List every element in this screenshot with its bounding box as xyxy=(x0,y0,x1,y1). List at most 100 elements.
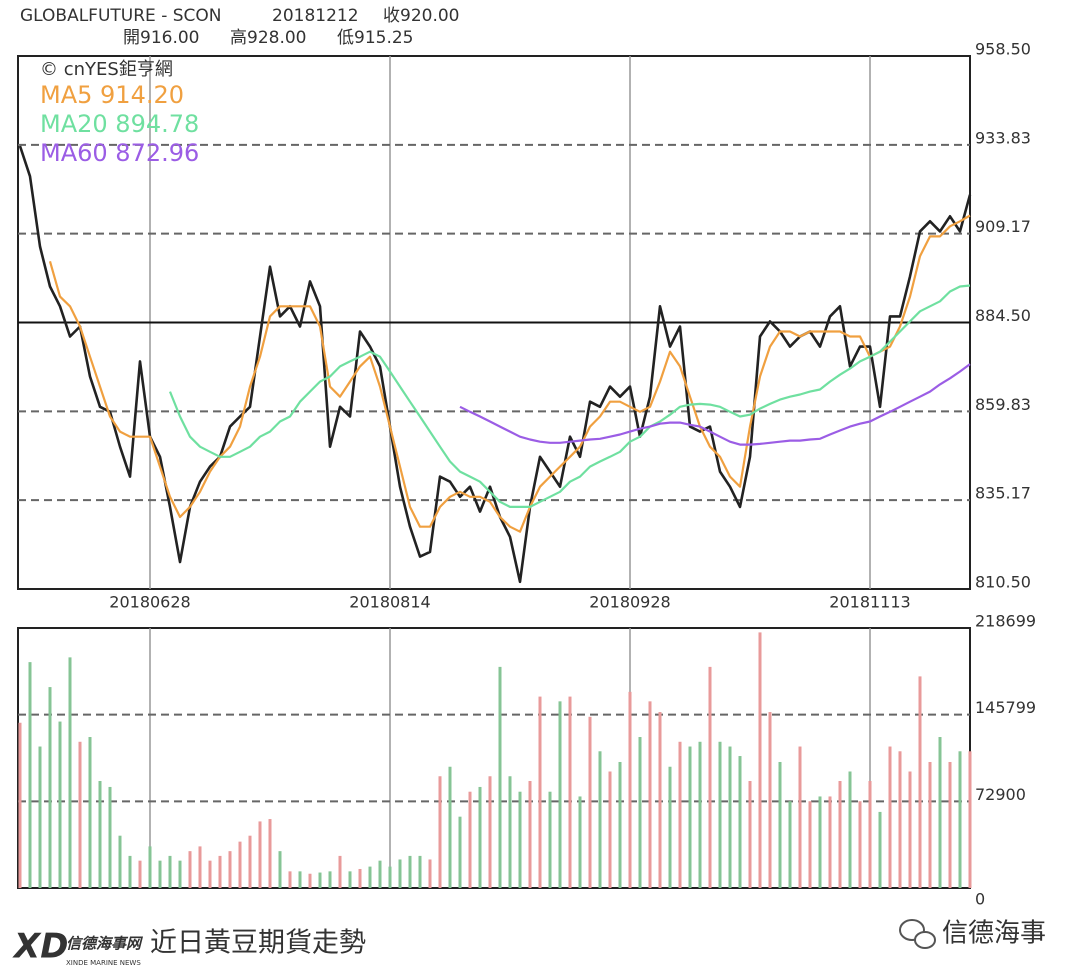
volume-bar xyxy=(278,851,282,888)
y-tick-label: 810.50 xyxy=(975,573,1031,592)
volume-bar xyxy=(348,871,352,888)
logo-mark: XD xyxy=(12,927,68,967)
volume-bar xyxy=(708,666,712,888)
volume-bar xyxy=(758,632,762,888)
y-tick-label: 0 xyxy=(975,890,985,909)
volume-bar xyxy=(748,781,752,888)
volume-bar xyxy=(38,746,42,888)
volume-bar xyxy=(848,771,852,888)
volume-bar xyxy=(198,846,202,888)
volume-bar xyxy=(878,811,882,888)
volume-bar xyxy=(688,746,692,888)
volume-bar xyxy=(288,871,292,888)
volume-bar xyxy=(238,841,242,888)
ma-line xyxy=(168,284,971,508)
volume-bar xyxy=(408,855,412,888)
logo-text: 信德海事网 xyxy=(66,935,144,953)
volume-bar xyxy=(918,676,922,888)
volume-bar xyxy=(388,866,392,888)
volume-bar xyxy=(68,657,72,888)
volume-bar xyxy=(608,771,612,888)
legend-entry: MA5 914.20 xyxy=(40,81,184,109)
y-tick-label: 72900 xyxy=(975,785,1026,804)
low-price: 低915.25 xyxy=(337,28,413,48)
volume-bar xyxy=(368,866,372,888)
volume-bar xyxy=(448,766,452,888)
y-tick-label: 835.17 xyxy=(975,484,1031,503)
volume-bar xyxy=(798,746,802,888)
volume-bar xyxy=(488,776,492,888)
volume-bar xyxy=(788,801,792,888)
volume-bar xyxy=(218,855,222,888)
volume-bar xyxy=(88,737,92,888)
wechat-icon xyxy=(899,919,936,949)
x-tick-label: 20180814 xyxy=(349,593,430,612)
symbol: GLOBALFUTURE - SCON xyxy=(20,6,222,26)
date: 20181212 xyxy=(272,6,359,26)
x-tick-label: 20181113 xyxy=(829,593,910,612)
volume-bar xyxy=(818,796,822,888)
volume-bar xyxy=(298,871,302,888)
volume-bar xyxy=(508,776,512,888)
volume-bar xyxy=(178,860,182,888)
volume-bar xyxy=(518,791,522,888)
volume-bar xyxy=(528,781,532,888)
volume-bar xyxy=(188,851,192,888)
volume-bar xyxy=(678,741,682,888)
x-tick-label: 20180928 xyxy=(589,593,670,612)
volume-bar xyxy=(638,737,642,888)
legend-entry: MA60 872.96 xyxy=(40,139,199,167)
volume-bar xyxy=(958,751,962,888)
volume-bar xyxy=(628,691,632,888)
logo-subtext: XINDE MARINE NEWS xyxy=(66,959,141,967)
volume-bar xyxy=(248,835,252,888)
volume-bar xyxy=(128,855,132,888)
volume-bar xyxy=(558,701,562,888)
volume-bar xyxy=(328,871,332,888)
volume-bar xyxy=(158,860,162,888)
volume-bar xyxy=(828,796,832,888)
volume-bar xyxy=(938,737,942,888)
open-price: 開916.00 xyxy=(123,28,199,48)
volume-bar xyxy=(768,712,772,888)
volume-bar xyxy=(358,868,362,888)
volume-bar xyxy=(48,687,52,888)
volume-bar xyxy=(598,751,602,888)
volume-bar xyxy=(898,751,902,888)
volume-bar xyxy=(618,761,622,888)
volume-bar xyxy=(208,860,212,888)
y-tick-label: 218699 xyxy=(975,612,1036,631)
volume-bar xyxy=(78,741,82,888)
y-tick-label: 909.17 xyxy=(975,217,1031,236)
volume-bar xyxy=(458,816,462,888)
volume-bar xyxy=(398,859,402,888)
volume-bar xyxy=(468,791,472,888)
volume-bar xyxy=(418,855,422,888)
volume-bar xyxy=(138,860,142,888)
volume-bar xyxy=(668,766,672,888)
x-tick-label: 20180628 xyxy=(109,593,190,612)
plot-layer: 20180628 20180814 20180928 20181113 810.50 83… xyxy=(18,40,1036,909)
volume-bar xyxy=(648,701,652,888)
volume-bar xyxy=(948,761,952,888)
volume-bar xyxy=(718,741,722,888)
volume-bar xyxy=(478,786,482,888)
volume-bar xyxy=(378,860,382,888)
source: © cnYES鉅亨網 xyxy=(40,59,173,80)
volume-bar xyxy=(168,855,172,888)
footer: XD 信德海事网 XINDE MARINE NEWS 近日黃豆期貨走勢 信德海事 xyxy=(12,919,1046,968)
volume-bar xyxy=(228,851,232,888)
volume-bar xyxy=(148,846,152,888)
y-tick-label: 859.83 xyxy=(975,395,1031,414)
volume-bar xyxy=(968,751,972,888)
volume-bar xyxy=(738,756,742,888)
ma-line xyxy=(459,363,971,446)
price-line xyxy=(18,145,972,584)
volume-bar xyxy=(778,761,782,888)
volume-bar xyxy=(548,791,552,888)
volume-bar xyxy=(28,662,32,888)
volume-bar xyxy=(18,722,22,888)
volume-bar xyxy=(588,716,592,888)
volume-bar xyxy=(108,786,112,888)
